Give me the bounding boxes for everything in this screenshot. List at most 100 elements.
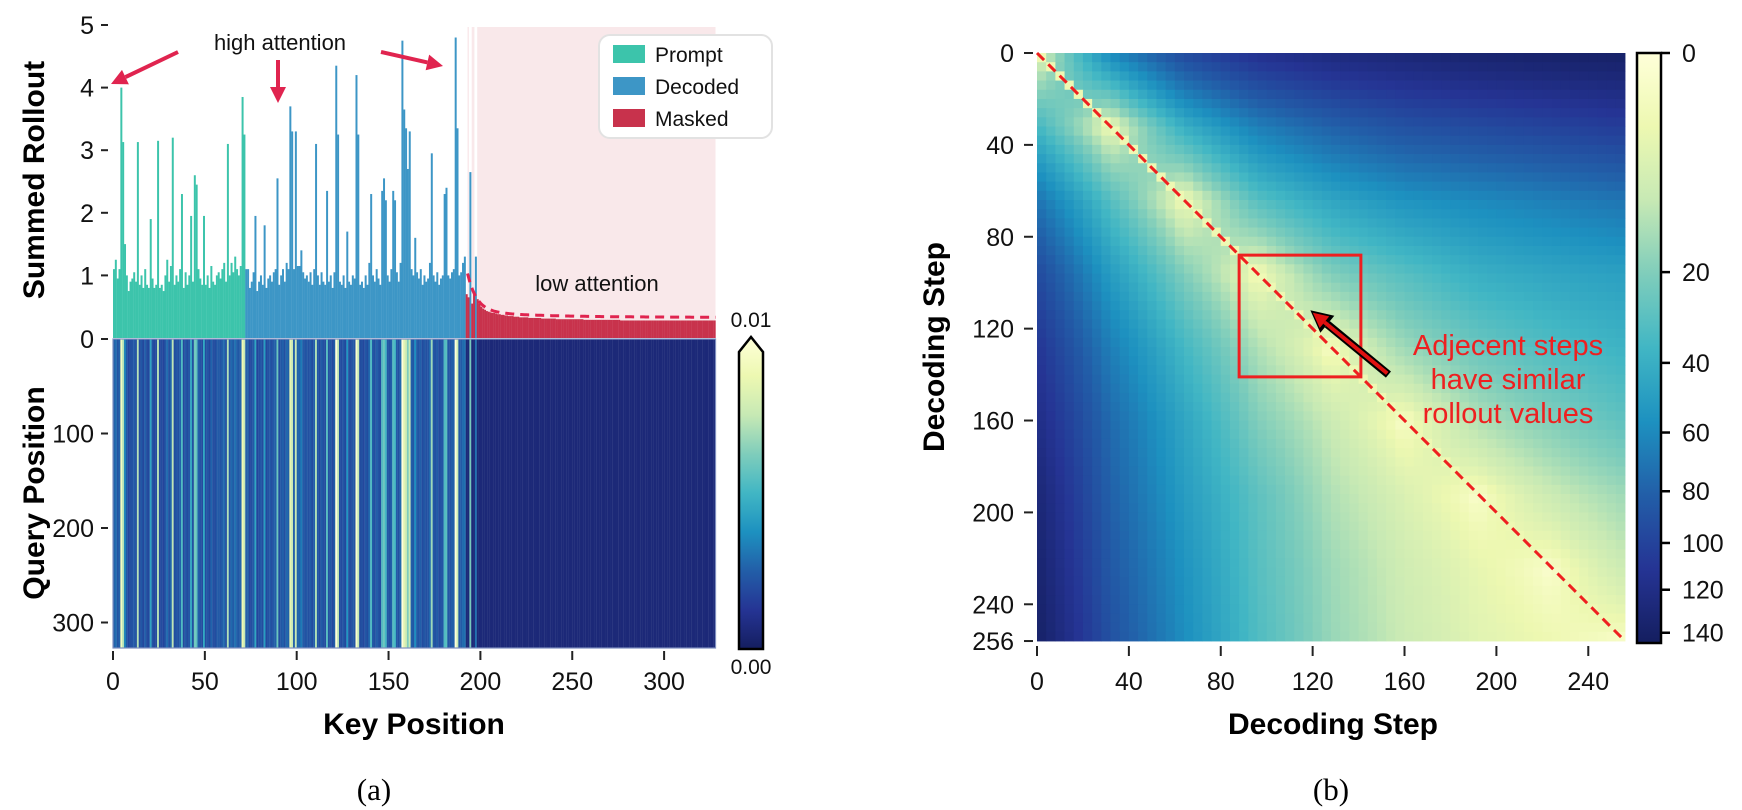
heatmap-cell xyxy=(1211,567,1222,578)
heatmap-cell xyxy=(1551,503,1562,513)
heatmap-cell xyxy=(1395,108,1405,118)
bar-masked xyxy=(632,320,635,338)
bar-decoded xyxy=(360,281,363,338)
heatmap-cell xyxy=(1569,411,1580,421)
heatmap-cell xyxy=(1229,218,1240,228)
heatmap-cell xyxy=(1597,448,1608,458)
heatmap-cell xyxy=(1523,475,1534,486)
heatmap-cell xyxy=(1551,567,1562,578)
heatmap-cell xyxy=(1615,181,1626,192)
heatmap-cell xyxy=(1606,282,1617,293)
heatmap-cell xyxy=(1579,163,1589,173)
heatmap-cell xyxy=(1174,108,1185,118)
heatmap-cell xyxy=(1229,539,1240,550)
heatmap-cell xyxy=(1404,181,1415,192)
heatmap-cell xyxy=(1331,549,1341,559)
heatmap-cell xyxy=(1275,117,1286,127)
heatmap-cell xyxy=(1229,328,1240,339)
heatmap-cell xyxy=(1082,209,1093,219)
heatmap-cell xyxy=(1128,383,1139,394)
heatmap-cell xyxy=(1468,613,1479,624)
heatmap-cell xyxy=(1478,291,1488,302)
heatmap-cell xyxy=(1046,163,1056,173)
heatmap-cell xyxy=(1340,457,1350,467)
heatmap-column xyxy=(471,339,474,649)
heatmap-cell xyxy=(1101,356,1111,366)
heatmap-cell xyxy=(1193,154,1203,164)
heatmap-cell xyxy=(1156,420,1167,431)
heatmap-cell xyxy=(1395,558,1405,568)
heatmap-cell xyxy=(1275,576,1286,587)
heatmap-cell xyxy=(1303,576,1314,587)
heatmap-cell xyxy=(1386,484,1396,495)
heatmap-cell xyxy=(1459,53,1470,63)
heatmap-cell xyxy=(1468,631,1479,642)
bar-prompt xyxy=(144,269,147,338)
y-tick-label: 256 xyxy=(972,628,1014,656)
heatmap-cell xyxy=(1055,365,1065,375)
heatmap-cell xyxy=(1542,154,1552,164)
heatmap-cell xyxy=(1202,227,1212,238)
heatmap-cell xyxy=(1386,218,1396,228)
heatmap-cell xyxy=(1211,337,1222,348)
bar-masked xyxy=(585,319,588,338)
heatmap-cell xyxy=(1376,457,1387,467)
heatmap-cell xyxy=(1395,135,1405,146)
heatmap-column xyxy=(643,339,646,649)
heatmap-column xyxy=(375,339,378,649)
heatmap-cell xyxy=(1523,108,1534,118)
y-tick-label: 0 xyxy=(80,326,94,354)
heatmap-cell xyxy=(1092,53,1102,63)
bar-masked xyxy=(513,316,516,338)
heatmap-cell xyxy=(1514,163,1525,173)
heatmap-cell xyxy=(1312,98,1323,109)
heatmap-cell xyxy=(1606,512,1617,522)
heatmap-column xyxy=(342,339,345,649)
heatmap-cell xyxy=(1413,549,1424,559)
heatmap-cell xyxy=(1432,420,1442,431)
heatmap-cell xyxy=(1533,200,1543,210)
heatmap-cell xyxy=(1055,549,1065,559)
heatmap-cell xyxy=(1422,273,1433,284)
bar-masked xyxy=(671,320,674,338)
heatmap-cell xyxy=(1147,613,1157,624)
heatmap-cell xyxy=(1303,585,1314,596)
heatmap-cell xyxy=(1496,484,1506,495)
heatmap-cell xyxy=(1533,457,1543,467)
heatmap-cell xyxy=(1064,530,1075,541)
heatmap-cell xyxy=(1597,411,1608,421)
heatmap-cell xyxy=(1615,530,1626,541)
heatmap-cell xyxy=(1395,154,1405,164)
heatmap-cell xyxy=(1119,613,1130,624)
heatmap-cell xyxy=(1560,227,1571,238)
heatmap-cell xyxy=(1220,291,1231,302)
heatmap-cell xyxy=(1478,181,1488,192)
heatmap-cell xyxy=(1312,365,1323,375)
heatmap-cell xyxy=(1606,301,1617,311)
heatmap-cell xyxy=(1496,328,1506,339)
heatmap-cell xyxy=(1514,301,1525,311)
heatmap-cell xyxy=(1413,89,1424,100)
heatmap-cell xyxy=(1184,301,1194,311)
heatmap-cell xyxy=(1358,236,1369,247)
heatmap-cell xyxy=(1285,209,1295,219)
heatmap-cell xyxy=(1606,163,1617,173)
bar-masked xyxy=(566,319,569,338)
heatmap-cell xyxy=(1184,475,1194,486)
heatmap-cell xyxy=(1275,438,1286,449)
heatmap-cell xyxy=(1422,576,1433,587)
heatmap-cell xyxy=(1229,503,1240,513)
heatmap-cell xyxy=(1248,282,1258,293)
heatmap-cell xyxy=(1266,144,1277,155)
heatmap-cell xyxy=(1257,503,1268,513)
heatmap-cell xyxy=(1138,539,1148,550)
heatmap-cell xyxy=(1321,126,1332,137)
heatmap-cell xyxy=(1579,89,1589,100)
heatmap-cell xyxy=(1551,291,1562,302)
heatmap-cell xyxy=(1413,80,1424,91)
heatmap-cell xyxy=(1376,310,1387,320)
heatmap-cell xyxy=(1450,484,1461,495)
heatmap-cell xyxy=(1266,282,1277,293)
heatmap-cell xyxy=(1533,190,1543,201)
heatmap-cell xyxy=(1404,631,1415,642)
